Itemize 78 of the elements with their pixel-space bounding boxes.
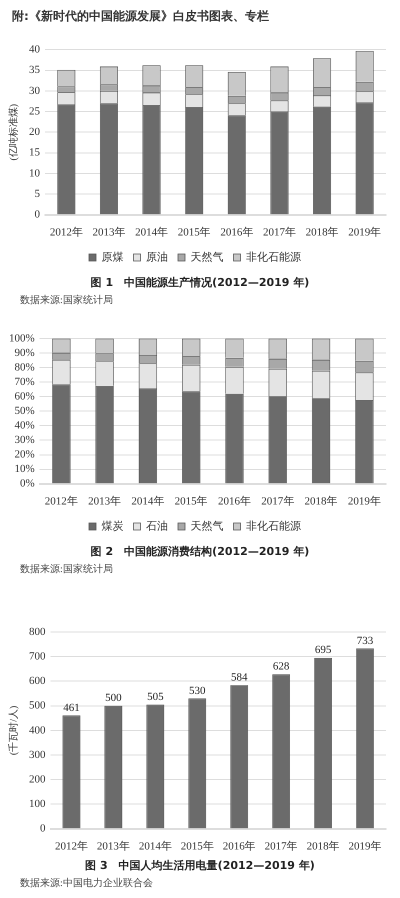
- x-tick-label: 2013年: [96, 840, 130, 852]
- x-tick-label: 2016年: [218, 495, 251, 508]
- x-tick-label: 2013年: [88, 495, 122, 508]
- x-tick-label: 2014年: [131, 495, 164, 508]
- y-tick-label: 0%: [20, 478, 35, 490]
- x-tick-label: 2015年: [180, 840, 214, 852]
- source-note: 数据来源:中国电力企业联合会: [19, 876, 154, 890]
- y-tick-label: 60%: [14, 390, 35, 403]
- y-tick-label: 100%: [8, 332, 35, 344]
- legend-label: 原油: [146, 250, 168, 264]
- text: 图 1 中国能源生产情况(2012—2019 年): [90, 275, 310, 290]
- x-tick-label: 2019年: [348, 840, 382, 852]
- x-tick-label: 2018年: [306, 840, 340, 852]
- y-tick-label: 10%: [14, 463, 35, 476]
- y-tick-label: 100: [29, 798, 46, 810]
- data-label: 695: [314, 644, 332, 656]
- x-tick-label: 2018年: [306, 226, 339, 238]
- x-tick-label: 2019年: [348, 495, 381, 508]
- x-tick-label: 2012年: [50, 226, 83, 238]
- y-tick-label: 200: [29, 773, 46, 786]
- y-axis-title: (千瓦时/人): [8, 706, 20, 756]
- y-tick-label: 300: [29, 748, 46, 761]
- legend-label: 天然气: [190, 520, 224, 532]
- x-tick-label: 2014年: [135, 226, 168, 238]
- y-tick-label: 50%: [14, 405, 35, 418]
- data-label: 500: [105, 692, 122, 704]
- source-note: 数据来源:国家统计局: [19, 562, 114, 576]
- x-tick-label: 2017年: [262, 226, 296, 238]
- y-tick-label: 0: [40, 822, 46, 835]
- legend-label: 石油: [146, 519, 168, 532]
- text: 图 2 中国能源消费结构(2012—2019 年): [90, 544, 310, 559]
- x-tick-label: 2015年: [178, 226, 211, 238]
- data-label: 461: [63, 702, 80, 714]
- y-tick-label: 10: [29, 167, 40, 180]
- y-tick-label: 800: [29, 626, 46, 638]
- y-tick-label: 15: [29, 146, 40, 159]
- text: 图 3 中国人均生活用电量(2012—2019 年): [84, 858, 316, 873]
- legend-label: 非化石能源: [246, 250, 301, 264]
- source-note: 数据来源:国家统计局: [19, 294, 114, 307]
- data-label: 628: [272, 660, 290, 673]
- x-tick-label: 2019年: [348, 226, 382, 238]
- legend-label: 煤炭: [102, 519, 124, 532]
- x-tick-label: 2017年: [264, 840, 298, 852]
- y-tick-label: 30: [29, 84, 40, 97]
- y-tick-label: 20: [29, 126, 40, 138]
- legend-label: 天然气: [190, 251, 224, 264]
- legend-label: 非化石能源: [246, 519, 301, 532]
- y-tick-label: 70%: [14, 376, 35, 388]
- x-tick-label: 2013年: [92, 226, 126, 238]
- data-label: 530: [189, 684, 206, 697]
- data-label: 584: [230, 672, 248, 684]
- x-tick-label: 2015年: [174, 495, 208, 508]
- x-tick-label: 2016年: [222, 840, 256, 852]
- x-tick-label: 2017年: [261, 495, 294, 508]
- x-tick-label: 2014年: [138, 840, 172, 852]
- y-tick-label: 40: [29, 43, 40, 56]
- y-tick-label: 400: [29, 724, 46, 736]
- x-tick-label: 2016年: [220, 226, 254, 238]
- y-tick-label: 0: [34, 208, 40, 221]
- y-tick-label: 80%: [14, 362, 35, 374]
- y-tick-label: 700: [29, 650, 46, 662]
- x-tick-label: 2018年: [304, 495, 338, 508]
- y-tick-label: 30%: [14, 434, 35, 446]
- data-label: 733: [356, 634, 374, 647]
- legend-label: 原煤: [102, 251, 124, 264]
- y-tick-label: 500: [29, 700, 46, 712]
- data-label: 505: [147, 690, 164, 703]
- y-tick-label: 25: [29, 105, 40, 118]
- y-tick-label: 600: [29, 675, 46, 688]
- y-tick-label: 5: [34, 188, 40, 200]
- y-tick-label: 20%: [14, 448, 35, 461]
- y-axis-title: (亿吨标准煤): [8, 104, 20, 161]
- x-tick-label: 2012年: [44, 495, 78, 508]
- y-tick-label: 35: [29, 64, 40, 76]
- y-tick-label: 40%: [14, 420, 35, 432]
- chart-subtitle: 附:《新时代的中国能源发展》白皮书图表、专栏: [11, 8, 270, 25]
- y-tick-label: 90%: [14, 347, 35, 360]
- x-tick-label: 2012年: [54, 840, 88, 852]
